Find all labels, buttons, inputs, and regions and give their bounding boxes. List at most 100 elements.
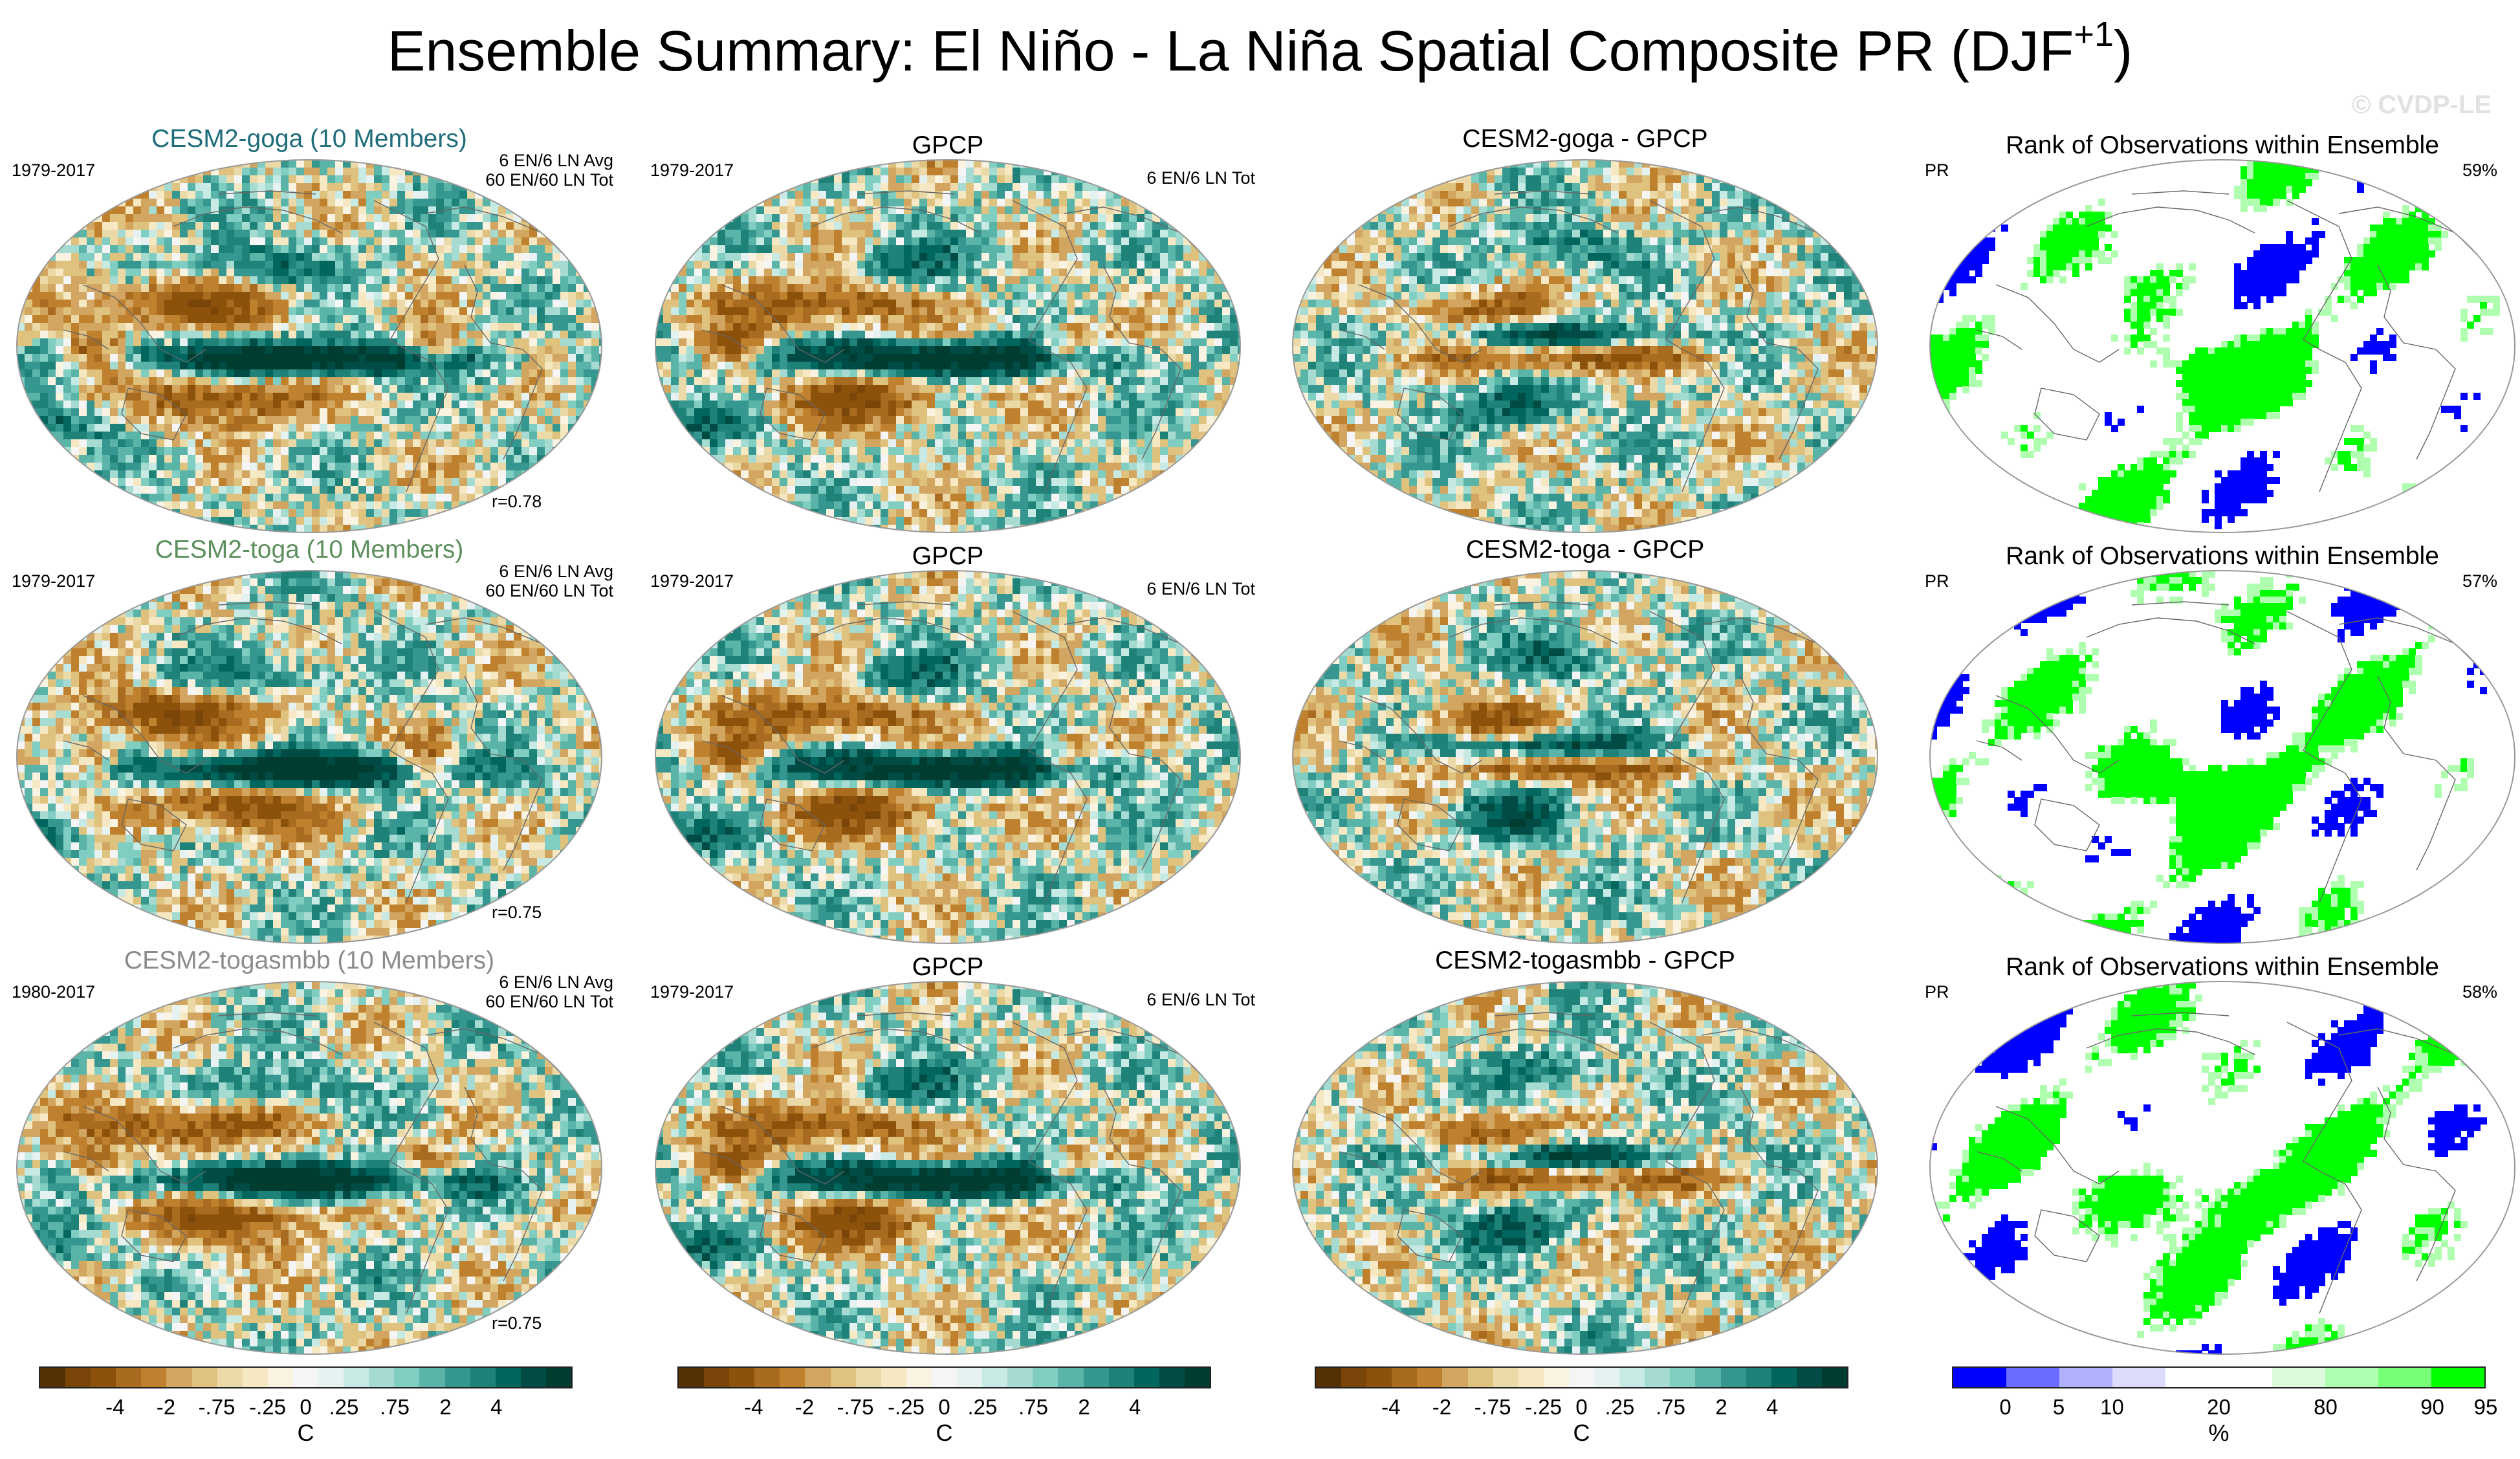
coastline-segment [1449,617,1618,644]
map-border [655,570,1241,944]
coastline-segment [1740,1086,1819,1282]
colorbar-swatch [1594,1368,1620,1387]
colorbar-swatch [805,1368,831,1387]
coastline-segment [721,695,845,774]
row1-rank-title: Rank of Observations within Ensemble [1925,131,2520,160]
coastline-segment [2286,1022,2362,1314]
coastlines [63,1012,569,1314]
map-border [1929,570,2515,944]
colorbar-swatch [116,1368,142,1387]
row1-model-stat1: 6 EN/6 LN Avg [421,151,613,170]
colorbar-swatch [2165,1368,2219,1387]
row3-model-stats: 6 EN/6 LN Avg 60 EN/60 LN Tot [421,972,613,1011]
row3-model-stat2: 60 EN/60 LN Tot [421,992,613,1011]
row1-model-title: CESM2-goga (10 Members) [12,125,607,153]
colorbar-swatch [982,1368,1008,1387]
row3-diff-title: CESM2-togasmbb - GPCP [1287,947,1883,975]
coastline-segment [1339,1151,1385,1172]
colorbar-swatch [1108,1368,1134,1387]
row2-obs-stat: 6 EN/6 LN Tot [1061,579,1255,598]
map-field [1930,160,2515,532]
colorbar-swatch [344,1368,369,1387]
colorbar-swatch [2431,1368,2484,1387]
colorbar-swatch [2112,1368,2166,1387]
colorbar-tick-label: 0 [1575,1395,1587,1420]
map-canvas [16,570,602,944]
map-border [16,981,602,1355]
colorbar-swatch [444,1368,470,1387]
colorbar-swatch [1796,1368,1822,1387]
colorbar-swatch [931,1368,958,1387]
colorbar-swatch [65,1368,91,1387]
map-field [1293,571,1878,943]
coastline-segment [121,1209,187,1262]
colorbar-tick-label: 10 [2100,1395,2124,1420]
colorbar-tick-label: -.25 [1525,1395,1562,1420]
colorbar-swatch [1518,1368,1544,1387]
coastline-segment [2286,611,2362,903]
figure-title: Ensemble Summary: El Niño - La Niña Spat… [0,15,2520,84]
coastline-segment [218,1012,316,1016]
row3-obs-period: 1979-2017 [650,982,734,1002]
coastlines [1339,190,1845,492]
colorbar-swatch [1316,1368,1342,1387]
colorbar-swatch [91,1368,116,1387]
colorbar-swatch [1543,1368,1569,1387]
coastline-segment [1976,329,2022,350]
coastline-segment [1358,695,1482,774]
row1-rank-pct: 59% [2446,160,2497,180]
coastline-segment [2131,601,2230,606]
row1-obs-title: GPCP [650,131,1245,160]
colorbar-swatch [1184,1368,1210,1387]
watermark: © CVDP-LE [2352,91,2492,120]
coastline-segment [2034,798,2100,851]
row2-model-title-text: CESM2-toga (10 Members) [155,536,464,564]
coastline-segment [2286,200,2362,492]
colorbar-tick-label: .75 [1656,1395,1685,1420]
coastline-segment [82,284,206,363]
coastline-segment [82,695,206,774]
coastline-segment [1449,206,1618,234]
title-superscript: +1 [2074,15,2114,54]
coastline-segment [1649,1022,1725,1314]
colorbar-swatch [318,1368,344,1387]
coastline-segment [1494,1012,1592,1016]
row1-obs-period: 1979-2017 [650,160,734,181]
map-row2-rank [1925,566,2520,948]
title-main-text: Ensemble Summary: El Niño - La Niña Spat… [388,19,2074,83]
coastline-segment [811,617,981,644]
coastlines [1976,1012,2482,1314]
colorbar-swatch [906,1368,932,1387]
colorbar-swatch [754,1368,780,1387]
colorbar-swatch [242,1368,268,1387]
coastline-segment [121,798,187,851]
colorbar-tick-label: 95 [2474,1395,2498,1420]
coastline-segment [464,675,543,871]
coastline-segment [63,1151,109,1172]
coastline-segment [464,265,543,460]
map-row3-obs [650,977,1245,1359]
coastlines [1976,601,2482,903]
map-border [1292,570,1878,944]
colorbar-swatch [2272,1368,2325,1387]
map-canvas [16,981,602,1355]
coastline-segment [2034,388,2100,441]
map-row1-rank [1925,155,2520,537]
row2-model-stat2: 60 EN/60 LN Tot [421,581,613,600]
colorbar-tick-label: .25 [967,1395,997,1420]
row3-model-corr: r=0.75 [492,1313,542,1333]
row2-rank-title: Rank of Observations within Ensemble [1925,542,2520,571]
coastline-segment [2086,1028,2255,1055]
row1-model-stats: 6 EN/6 LN Avg 60 EN/60 LN Tot [421,151,613,190]
coastline-segment [1358,284,1482,363]
map-border [655,981,1241,1355]
row2-obs-period: 1979-2017 [650,571,734,591]
row3-model-title: CESM2-togasmbb (10 Members) [12,947,607,975]
colorbar-obs [677,1366,1211,1388]
row2-model-stats: 6 EN/6 LN Avg 60 EN/60 LN Tot [421,562,613,600]
colorbar-swatch [1007,1368,1033,1387]
coastline-segment [173,617,342,644]
coastline-segment [173,206,342,234]
row1-model-stat2: 60 EN/60 LN Tot [421,170,613,190]
colorbar-tick-label: 4 [490,1395,502,1420]
